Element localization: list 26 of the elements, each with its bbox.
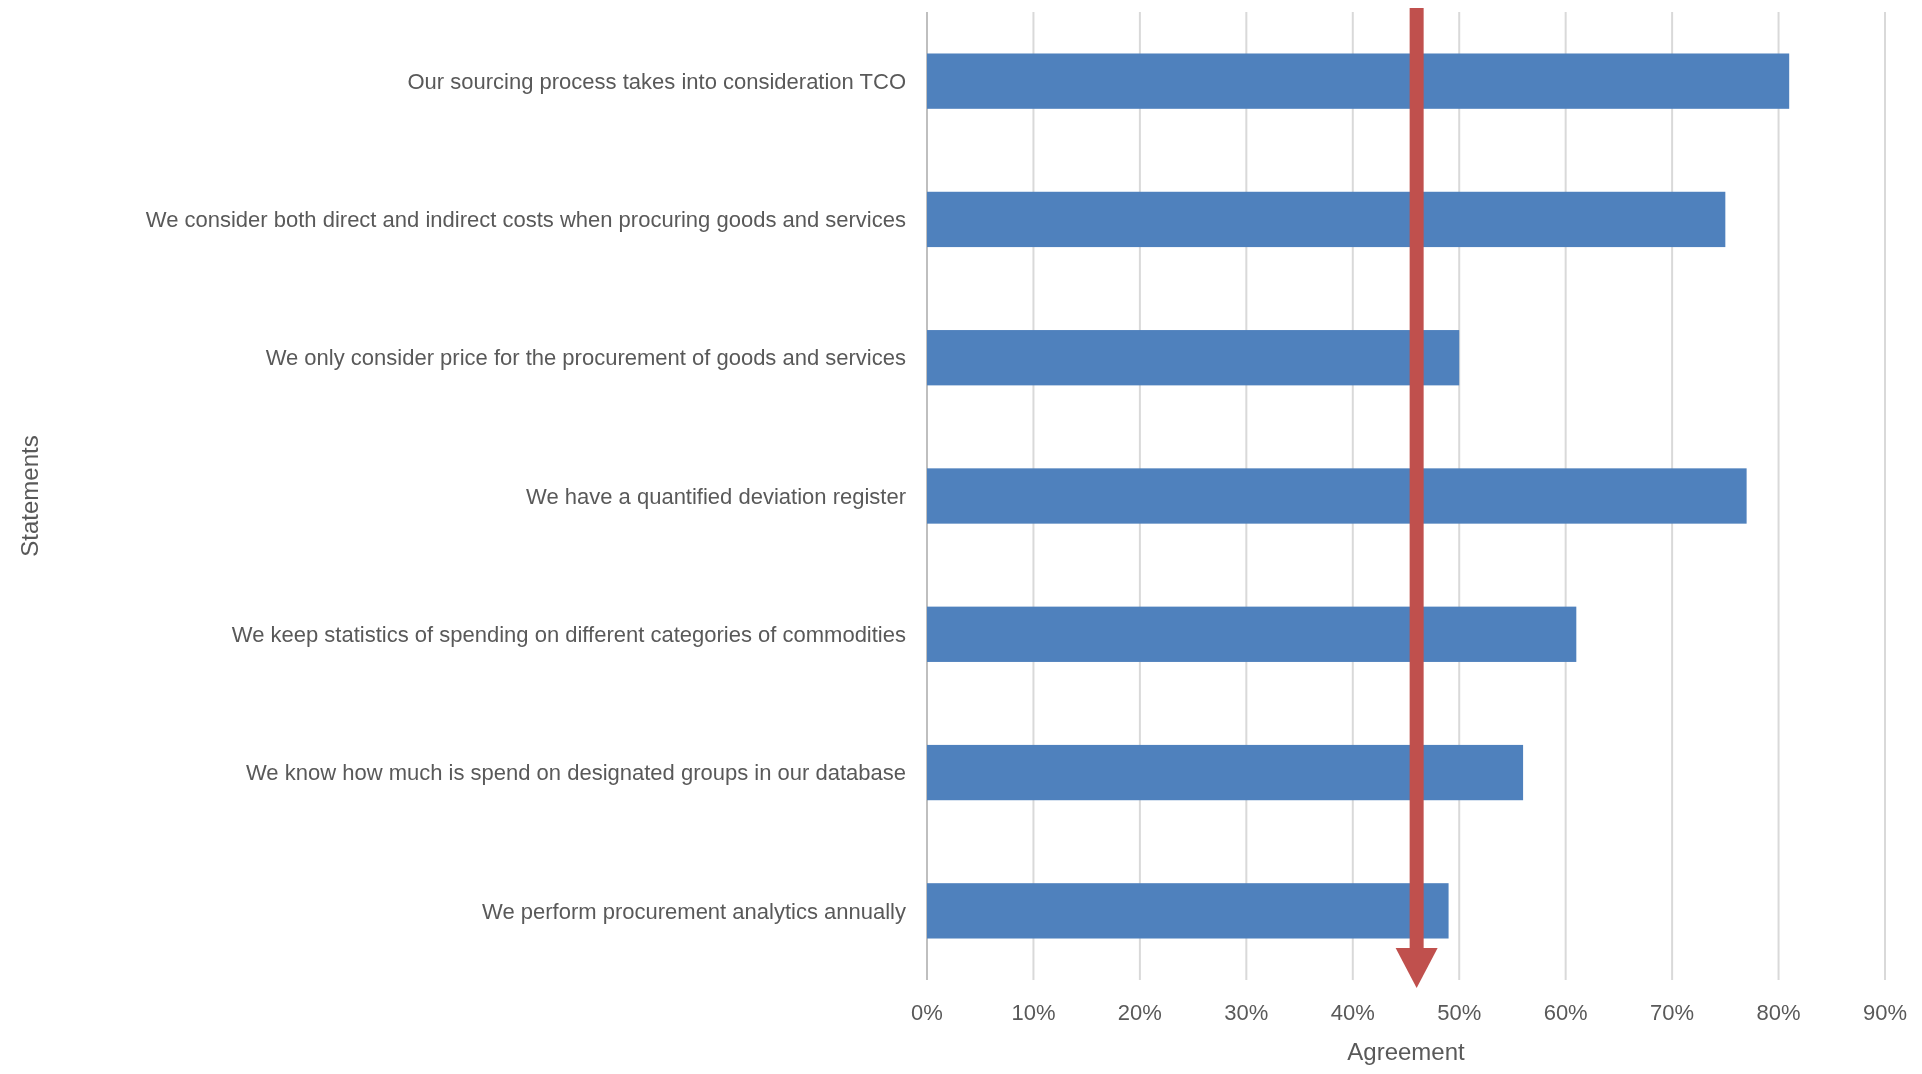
bar — [927, 744, 1524, 801]
bar — [927, 468, 1747, 524]
bar — [927, 330, 1460, 386]
y-tick-label: We perform procurement analytics annually — [482, 898, 906, 924]
y-tick-label: Our sourcing process takes into consideration TCO — [407, 68, 906, 94]
bar — [927, 53, 1790, 109]
x-axis-title: Agreement — [1347, 1038, 1466, 1065]
bar — [927, 883, 1449, 939]
y-tick-label: We keep statistics of spending on different categories of commodities — [231, 621, 906, 647]
x-tick-label: 30% — [1224, 1000, 1269, 1025]
y-tick-label: We know how much is spend on designated groups in our database — [245, 760, 906, 786]
bar — [927, 606, 1577, 662]
x-tick-label: 90% — [1862, 1000, 1908, 1025]
x-tick-label: 10% — [1011, 1000, 1056, 1025]
x-tick-label: 60% — [1543, 1000, 1588, 1025]
y-tick-label: We have a quantified deviation register — [526, 483, 906, 509]
y-tick-label: We only consider price for the procurement of goods and services — [265, 345, 906, 371]
y-tick-label: We consider both direct and indirect costs when procuring goods and services — [145, 207, 906, 233]
x-tick-label: 40% — [1330, 1000, 1375, 1025]
x-tick-label: 0% — [911, 1000, 943, 1025]
y-axis-title: Statements — [16, 435, 43, 557]
x-tick-label: 80% — [1756, 1000, 1801, 1025]
x-tick-label: 50% — [1437, 1000, 1482, 1025]
x-tick-label: 70% — [1650, 1000, 1695, 1025]
x-tick-label: 20% — [1117, 1000, 1162, 1025]
bar — [927, 191, 1726, 248]
